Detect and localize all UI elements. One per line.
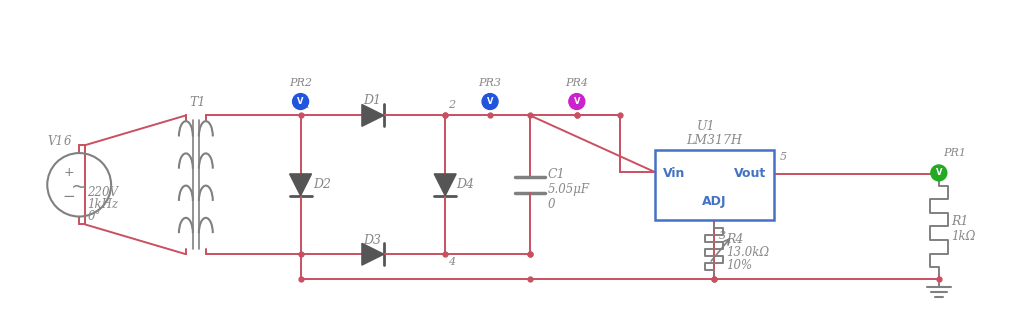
Circle shape <box>293 94 308 110</box>
Text: R4: R4 <box>726 233 743 246</box>
Text: 2: 2 <box>449 100 456 110</box>
Text: D2: D2 <box>313 178 332 191</box>
Text: PR3: PR3 <box>478 78 502 88</box>
Text: PR2: PR2 <box>289 78 312 88</box>
Text: T1: T1 <box>189 96 206 109</box>
Text: LM317H: LM317H <box>686 134 742 147</box>
Text: D1: D1 <box>364 94 381 107</box>
Text: 10%: 10% <box>726 259 753 272</box>
Text: PR4: PR4 <box>565 78 589 88</box>
Text: 13.0kΩ: 13.0kΩ <box>726 246 770 259</box>
Text: 6: 6 <box>63 135 71 148</box>
Text: +: + <box>63 167 75 179</box>
Text: 3: 3 <box>719 231 726 241</box>
Text: 1kHz: 1kHz <box>87 198 119 211</box>
Text: R1: R1 <box>951 215 968 228</box>
Text: Vout: Vout <box>734 168 766 180</box>
Text: 5.05μF: 5.05μF <box>548 183 590 196</box>
Text: V: V <box>486 97 494 106</box>
Circle shape <box>482 94 498 110</box>
Text: 1kΩ: 1kΩ <box>951 230 975 243</box>
Polygon shape <box>434 174 456 196</box>
Text: C1: C1 <box>548 168 565 181</box>
Text: 1: 1 <box>303 100 310 110</box>
Text: 220V: 220V <box>87 186 118 199</box>
Polygon shape <box>361 243 384 265</box>
Text: D4: D4 <box>456 178 474 191</box>
Text: 0: 0 <box>548 198 555 211</box>
Circle shape <box>569 94 585 110</box>
FancyBboxPatch shape <box>654 150 774 219</box>
Text: PR1: PR1 <box>943 148 967 158</box>
Text: 4: 4 <box>449 257 456 267</box>
Text: 0°: 0° <box>87 210 100 223</box>
Text: 5: 5 <box>779 152 786 162</box>
Text: −: − <box>62 189 76 204</box>
Polygon shape <box>290 174 311 196</box>
Text: ADJ: ADJ <box>702 195 727 208</box>
Circle shape <box>931 165 947 181</box>
Text: V: V <box>936 168 942 178</box>
Text: V: V <box>297 97 304 106</box>
Text: Vin: Vin <box>663 168 685 180</box>
Text: D3: D3 <box>364 234 381 247</box>
Text: ~: ~ <box>71 177 87 196</box>
Text: V1: V1 <box>47 135 63 148</box>
Polygon shape <box>361 105 384 126</box>
Text: V: V <box>573 97 580 106</box>
Text: U1: U1 <box>697 120 716 133</box>
